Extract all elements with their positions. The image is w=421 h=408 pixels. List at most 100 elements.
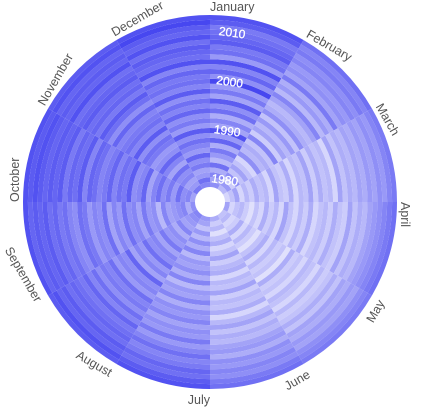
heatmap-cell-1997-march — [299, 147, 319, 202]
heatmap-cell-1984-june — [210, 236, 233, 247]
heatmap-cell-2001-january — [210, 73, 275, 96]
heatmap-cell-2008-june — [210, 338, 292, 365]
heatmap-cell-1991-may — [246, 238, 279, 271]
heatmap-cells — [22, 15, 397, 389]
heatmap-cell-1984-january — [210, 157, 233, 168]
heatmap-cell-1987-october — [150, 172, 163, 202]
heatmap-cell-1980-may — [219, 211, 232, 224]
heatmap-cell-1994-january — [210, 108, 257, 126]
heatmap-cell-1982-august — [179, 216, 196, 233]
year-label-2010: 2010 — [218, 24, 247, 42]
heatmap-cell-1998-august — [111, 256, 156, 301]
heatmap-cell-1984-october — [165, 179, 176, 202]
heatmap-cell-2013-october — [22, 108, 53, 202]
heatmap-cell-1983-july — [190, 232, 210, 242]
heatmap-cell-2009-january — [210, 34, 294, 62]
heatmap-cell-1982-april — [235, 202, 245, 220]
heatmap-cell-2011-august — [56, 288, 124, 356]
heatmap-cell-1981-april — [231, 202, 240, 217]
heatmap-cell-1980-july — [197, 219, 210, 227]
heatmap-cell-2008-august — [69, 280, 132, 343]
heatmap-cell-1997-december — [155, 93, 210, 113]
heatmap-cell-1981-may — [222, 214, 236, 228]
heatmap-cell-2000-march — [312, 140, 334, 202]
heatmap-cell-1987-april — [257, 202, 270, 232]
heatmap-cell-1991-november — [141, 133, 174, 166]
heatmap-cell-2005-october — [62, 128, 87, 202]
heatmap-cell-1982-november — [179, 171, 196, 188]
heatmap-cell-1984-november — [171, 163, 191, 183]
heatmap-cell-1981-october — [180, 187, 189, 202]
heatmap-cell-2006-september — [57, 202, 83, 279]
heatmap-cell-1987-february — [237, 150, 262, 175]
heatmap-cell-1988-may — [239, 231, 266, 258]
heatmap-cell-1994-august — [128, 246, 166, 284]
heatmap-cell-1989-july — [175, 257, 210, 272]
heatmap-cell-2011-october — [32, 113, 61, 202]
heatmap-cell-1997-october — [101, 147, 121, 202]
heatmap-cell-1989-january — [210, 132, 245, 147]
heatmap-cell-1992-january — [210, 118, 252, 134]
heatmap-cell-1985-august — [167, 224, 188, 245]
heatmap-cell-1990-september — [136, 202, 151, 239]
heatmap-cell-2010-june — [210, 346, 297, 375]
heatmap-cell-1982-october — [175, 184, 185, 202]
heatmap-cell-1999-january — [210, 83, 270, 104]
heatmap-cell-2003-may — [276, 268, 330, 322]
heatmap-cell-2005-november — [82, 74, 139, 131]
heatmap-cell-2009-august — [65, 283, 129, 347]
heatmap-cell-2013-march — [367, 108, 397, 202]
heatmap-cell-2001-may — [271, 263, 321, 313]
heatmap-cell-2005-december — [136, 54, 210, 79]
heatmap-cell-2009-february — [291, 57, 355, 121]
heatmap-cell-2010-january — [210, 29, 297, 58]
heatmap-cell-1980-february — [219, 180, 232, 193]
heatmap-cell-1988-april — [261, 202, 275, 235]
heatmap-cell-2008-may — [288, 280, 351, 343]
heatmap-cell-2012-october — [27, 110, 57, 202]
heatmap-cell-1979-april — [222, 202, 230, 212]
heatmap-cell-1998-december — [153, 88, 210, 109]
heatmap-cell-2007-march — [342, 123, 368, 202]
heatmap-cell-2010-july — [123, 346, 210, 375]
heatmap-cell-2006-march — [337, 125, 363, 202]
heatmap-cell-2009-november — [65, 57, 129, 121]
heatmap-cell-1990-july — [173, 261, 210, 276]
heatmap-cell-1989-november — [150, 142, 178, 170]
heatmap-cell-1982-march — [235, 184, 245, 202]
heatmap-cell-2001-october — [81, 137, 104, 202]
heatmap-cell-1987-january — [210, 142, 240, 155]
heatmap-cell-1986-june — [210, 244, 238, 257]
heatmap-cell-2001-september — [81, 202, 104, 267]
heatmap-cell-2007-february — [286, 65, 347, 126]
heatmap-cell-1987-august — [158, 229, 183, 254]
heatmap-cell-1995-october — [111, 152, 129, 202]
heatmap-cell-1997-february — [261, 108, 304, 151]
heatmap-cell-1999-june — [210, 300, 270, 321]
heatmap-cell-2010-may — [293, 285, 360, 352]
heatmap-cell-2011-april — [359, 202, 388, 291]
heatmap-cell-2012-march — [363, 110, 393, 202]
heatmap-cell-1995-april — [291, 202, 309, 252]
heatmap-cell-2012-december — [118, 19, 210, 49]
heatmap-cell-1988-june — [210, 253, 243, 267]
heatmap-cell-1985-september — [160, 202, 172, 227]
heatmap-cell-2007-december — [131, 44, 210, 70]
heatmap-cell-2013-april — [367, 202, 397, 296]
heatmap-cell-2012-february — [298, 44, 368, 114]
heatmap-cell-2002-september — [77, 202, 100, 269]
heatmap-cell-2012-november — [52, 44, 122, 114]
heatmap-cell-1984-may — [229, 221, 249, 241]
heatmap-cell-2006-december — [133, 49, 210, 75]
heatmap-cell-1982-july — [192, 227, 210, 237]
heatmap-cell-1986-november — [162, 154, 186, 178]
heatmap-cell-1991-december — [170, 123, 210, 138]
heatmap-cell-2002-november — [94, 86, 146, 138]
heatmap-cell-1992-august — [137, 241, 171, 275]
heatmap-cell-2001-february — [271, 91, 321, 141]
heatmap-cell-1981-december — [195, 172, 210, 181]
heatmap-cell-1999-november — [107, 99, 154, 146]
heatmap-cell-1987-may — [237, 229, 262, 254]
heatmap-cell-2013-february — [301, 40, 372, 111]
heatmap-cell-1996-february — [259, 112, 300, 153]
